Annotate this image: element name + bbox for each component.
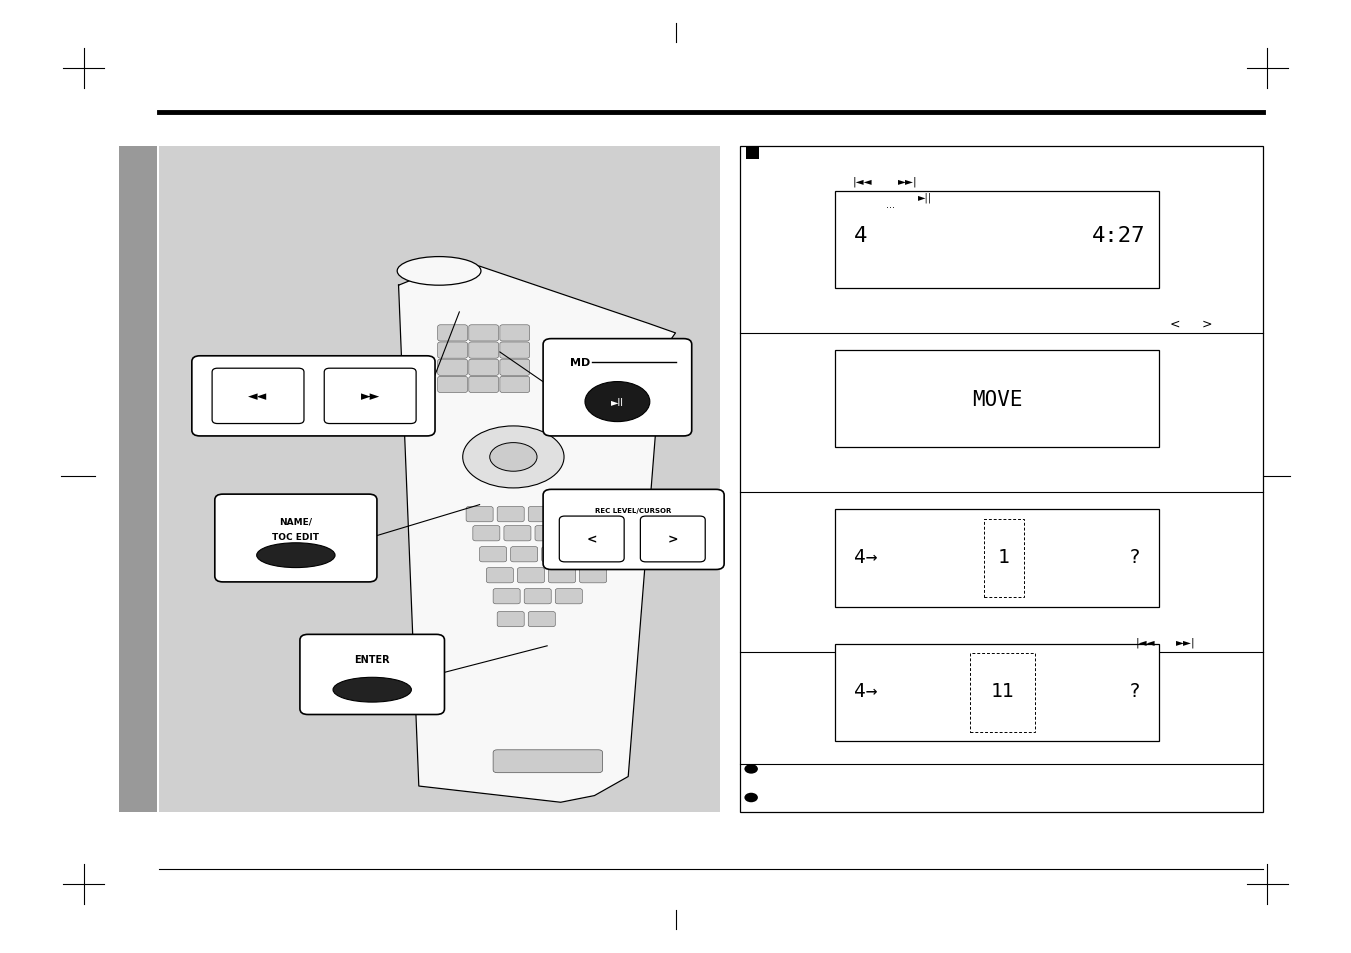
Bar [746,147,759,160]
Ellipse shape [334,678,411,702]
Text: NAME/: NAME/ [280,517,312,526]
Ellipse shape [489,443,538,472]
FancyBboxPatch shape [497,507,524,522]
Bar [159,147,720,812]
Text: MOVE: MOVE [971,390,1023,409]
FancyBboxPatch shape [500,359,530,376]
Text: <: < [1170,317,1181,331]
FancyBboxPatch shape [517,568,544,583]
Text: |◄◄: |◄◄ [852,175,871,187]
Circle shape [744,764,758,774]
FancyBboxPatch shape [212,369,304,424]
FancyBboxPatch shape [549,568,576,583]
Ellipse shape [397,257,481,286]
FancyBboxPatch shape [543,490,724,570]
Bar [119,147,157,812]
FancyBboxPatch shape [524,589,551,604]
FancyBboxPatch shape [535,526,562,541]
Bar [835,351,1159,448]
Bar [740,147,1263,812]
Text: ►►|: ►►| [898,175,917,187]
Text: ◄◄: ◄◄ [249,390,267,403]
FancyBboxPatch shape [480,547,507,562]
FancyBboxPatch shape [300,635,444,715]
FancyBboxPatch shape [500,325,530,341]
Text: 4: 4 [854,226,867,245]
Text: TOC EDIT: TOC EDIT [273,532,319,541]
Ellipse shape [585,382,650,422]
FancyBboxPatch shape [497,612,524,627]
FancyBboxPatch shape [438,342,467,359]
Bar [835,192,1159,289]
Ellipse shape [257,543,335,568]
FancyBboxPatch shape [528,612,555,627]
FancyBboxPatch shape [469,359,499,376]
FancyBboxPatch shape [500,376,530,394]
Text: ►►|: ►►| [1177,637,1196,648]
Bar [835,510,1159,607]
FancyBboxPatch shape [469,325,499,341]
FancyBboxPatch shape [469,376,499,394]
FancyBboxPatch shape [580,568,607,583]
Text: |◄◄: |◄◄ [1136,637,1155,648]
Text: >: > [1201,317,1212,331]
Text: 4:27: 4:27 [1092,226,1146,245]
Polygon shape [399,267,676,802]
Bar [984,519,1024,598]
FancyBboxPatch shape [559,507,586,522]
Ellipse shape [462,426,565,488]
FancyBboxPatch shape [215,495,377,582]
Text: REC LEVEL/CURSOR: REC LEVEL/CURSOR [596,508,671,514]
FancyBboxPatch shape [493,750,603,773]
Bar [970,654,1035,732]
Text: ?: ? [1129,681,1140,700]
FancyBboxPatch shape [640,517,705,562]
Text: <: < [586,533,597,546]
Text: >: > [667,533,678,546]
Text: ►||: ►|| [919,192,932,203]
FancyBboxPatch shape [473,526,500,541]
FancyBboxPatch shape [438,359,467,376]
Text: ►ll: ►ll [611,397,624,407]
Bar [835,644,1159,741]
FancyBboxPatch shape [500,342,530,359]
FancyBboxPatch shape [559,517,624,562]
FancyBboxPatch shape [511,547,538,562]
FancyBboxPatch shape [543,339,692,436]
FancyBboxPatch shape [438,325,467,341]
FancyBboxPatch shape [466,507,493,522]
FancyBboxPatch shape [573,547,600,562]
FancyBboxPatch shape [192,356,435,436]
Text: 4→: 4→ [854,547,877,566]
Text: ...: ... [886,200,896,210]
FancyBboxPatch shape [504,526,531,541]
FancyBboxPatch shape [493,589,520,604]
Text: ?: ? [1129,547,1140,566]
Text: 4→: 4→ [854,681,877,700]
Text: 11: 11 [990,681,1015,700]
FancyBboxPatch shape [469,342,499,359]
Circle shape [744,793,758,802]
FancyBboxPatch shape [438,376,467,394]
FancyBboxPatch shape [555,589,582,604]
FancyBboxPatch shape [542,547,569,562]
FancyBboxPatch shape [566,526,593,541]
FancyBboxPatch shape [324,369,416,424]
FancyBboxPatch shape [486,568,513,583]
Text: ►►: ►► [361,390,380,403]
Text: ENTER: ENTER [354,655,390,664]
Text: MD: MD [570,357,590,367]
FancyBboxPatch shape [528,507,555,522]
Text: 1: 1 [998,547,1009,566]
